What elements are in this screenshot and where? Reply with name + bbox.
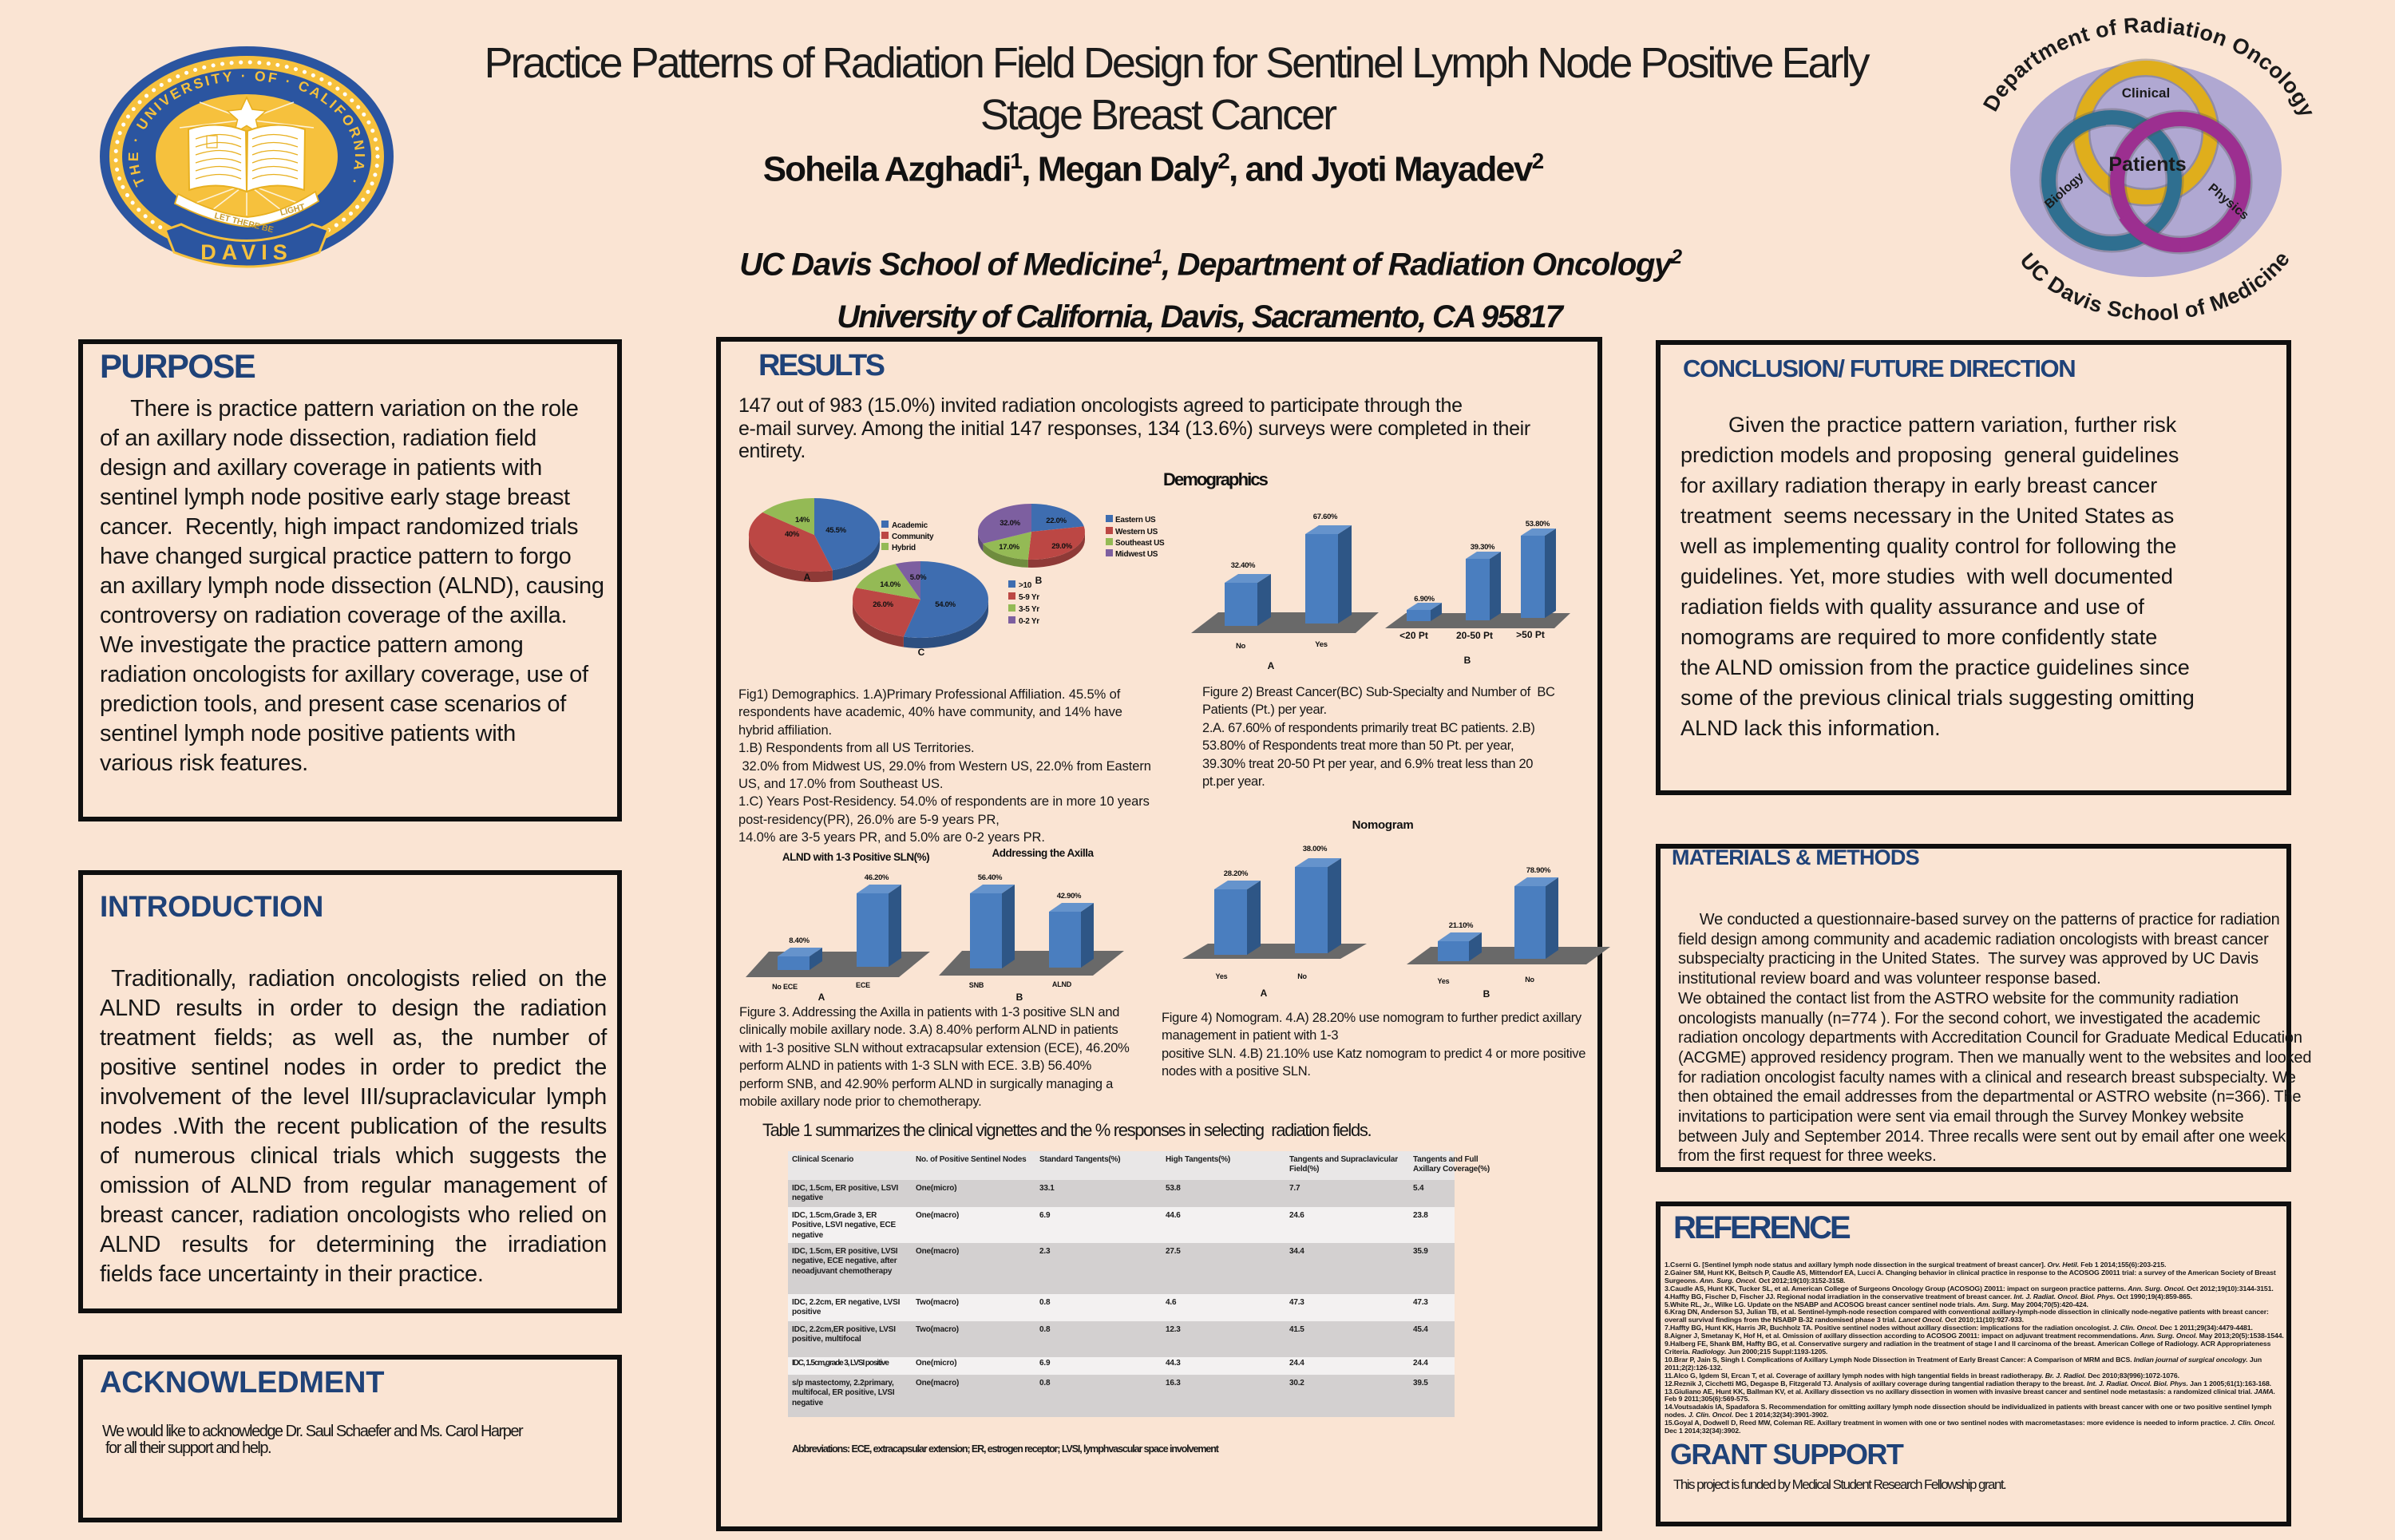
svg-text:A: A — [818, 992, 825, 1003]
svg-text:6.90%: 6.90% — [1414, 595, 1435, 604]
svg-text:No ECE: No ECE — [772, 983, 798, 991]
svg-text:ALND with 1-3 Positive SLN(%): ALND with 1-3 Positive SLN(%) — [782, 851, 929, 863]
svg-text:3-5 Yr: 3-5 Yr — [1019, 605, 1039, 614]
svg-text:Southeast US: Southeast US — [1115, 539, 1165, 548]
svg-text:No: No — [1297, 972, 1307, 980]
svg-text:32.40%: 32.40% — [1231, 561, 1256, 570]
svg-text:14%: 14% — [795, 516, 810, 525]
svg-text:Midwest US: Midwest US — [1115, 550, 1158, 559]
svg-text:<20 Pt: <20 Pt — [1399, 630, 1428, 641]
svg-text:Eastern US: Eastern US — [1115, 516, 1156, 525]
svg-text:32.0%: 32.0% — [1000, 519, 1020, 528]
svg-text:>50 Pt: >50 Pt — [1516, 629, 1545, 640]
svg-text:42.90%: 42.90% — [1057, 892, 1082, 901]
svg-text:22.0%: 22.0% — [1046, 517, 1067, 525]
svg-text:Yes: Yes — [1216, 972, 1228, 980]
svg-text:Nomogram: Nomogram — [1352, 818, 1414, 832]
svg-text:B: B — [1464, 655, 1471, 666]
svg-text:53.80%: 53.80% — [1526, 520, 1550, 529]
svg-text:26.0%: 26.0% — [873, 600, 893, 609]
svg-text:38.00%: 38.00% — [1303, 845, 1328, 853]
svg-text:40%: 40% — [785, 530, 800, 539]
svg-text:5.0%: 5.0% — [910, 573, 927, 582]
svg-text:No: No — [1236, 642, 1246, 651]
svg-text:C: C — [918, 647, 925, 658]
svg-text:Patients: Patients — [2108, 153, 2186, 176]
svg-text:>10: >10 — [1019, 581, 1032, 590]
svg-text:Yes: Yes — [1315, 640, 1327, 649]
svg-text:A: A — [804, 572, 811, 583]
svg-text:No: No — [1525, 976, 1534, 984]
svg-text:B: B — [1035, 575, 1043, 586]
svg-text:28.20%: 28.20% — [1224, 869, 1249, 878]
svg-text:46.20%: 46.20% — [865, 873, 889, 882]
svg-text:B: B — [1016, 992, 1023, 1003]
svg-text:39.30%: 39.30% — [1471, 543, 1495, 552]
svg-text:45.5%: 45.5% — [825, 526, 846, 535]
svg-text:SNB: SNB — [969, 981, 984, 989]
svg-text:ALND: ALND — [1052, 980, 1072, 988]
svg-text:67.60%: 67.60% — [1313, 513, 1338, 521]
svg-text:Clinical: Clinical — [2122, 85, 2170, 101]
svg-text:21.10%: 21.10% — [1449, 921, 1474, 930]
svg-text:14.0%: 14.0% — [880, 580, 901, 589]
svg-text:20-50 Pt: 20-50 Pt — [1456, 630, 1493, 641]
svg-text:Hybrid: Hybrid — [892, 544, 916, 552]
svg-text:DAVIS: DAVIS — [200, 240, 293, 264]
svg-text:A: A — [1261, 988, 1268, 999]
svg-text:Community: Community — [892, 532, 934, 541]
svg-text:54.0%: 54.0% — [935, 600, 956, 609]
svg-text:8.40%: 8.40% — [789, 936, 810, 945]
svg-text:29.0%: 29.0% — [1051, 542, 1072, 551]
svg-text:56.40%: 56.40% — [978, 873, 1003, 882]
svg-text:17.0%: 17.0% — [999, 543, 1019, 552]
svg-text:5-9 Yr: 5-9 Yr — [1019, 593, 1039, 602]
svg-text:A: A — [1268, 660, 1275, 671]
svg-text:78.90%: 78.90% — [1526, 866, 1551, 875]
svg-text:Yes: Yes — [1438, 977, 1450, 985]
svg-text:B: B — [1483, 988, 1490, 1000]
svg-text:0-2 Yr: 0-2 Yr — [1019, 617, 1039, 626]
svg-text:Academic: Academic — [892, 521, 928, 530]
svg-text:ECE: ECE — [856, 981, 870, 989]
svg-text:Addressing the Axilla: Addressing the Axilla — [992, 847, 1094, 859]
svg-text:Western US: Western US — [1115, 528, 1158, 536]
